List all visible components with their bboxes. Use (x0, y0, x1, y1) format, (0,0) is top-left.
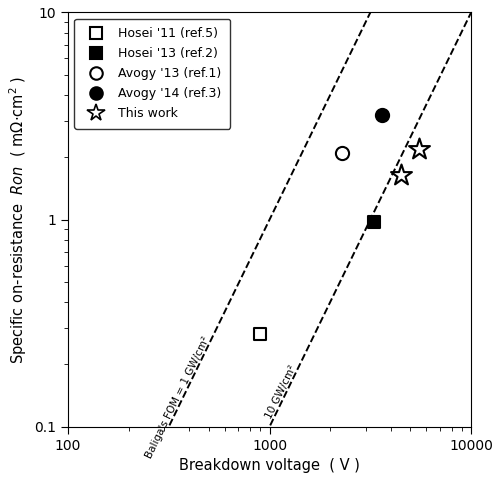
Y-axis label: Specific on-resistance  $Ron$  ( m$\Omega$$\cdot$cm$^2$ ): Specific on-resistance $Ron$ ( m$\Omega$… (7, 75, 28, 364)
Text: Baliga's FOM = 1 GW/cm²: Baliga's FOM = 1 GW/cm² (144, 335, 212, 460)
Point (370, 218, 378, 226)
Point (256, 330, 264, 338)
X-axis label: Breakdown voltage  ( V ): Breakdown voltage ( V ) (179, 458, 360, 473)
Point (415, 145, 423, 153)
Point (397, 171, 405, 179)
Legend: Hosei '11 (ref.5), Hosei '13 (ref.2), Avogy '13 (ref.1), Avogy '14 (ref.3), This: Hosei '11 (ref.5), Hosei '13 (ref.2), Av… (74, 19, 230, 129)
Point (338, 149, 346, 156)
Point (378, 111, 386, 119)
Text: 10 GW/cm²: 10 GW/cm² (264, 364, 298, 420)
